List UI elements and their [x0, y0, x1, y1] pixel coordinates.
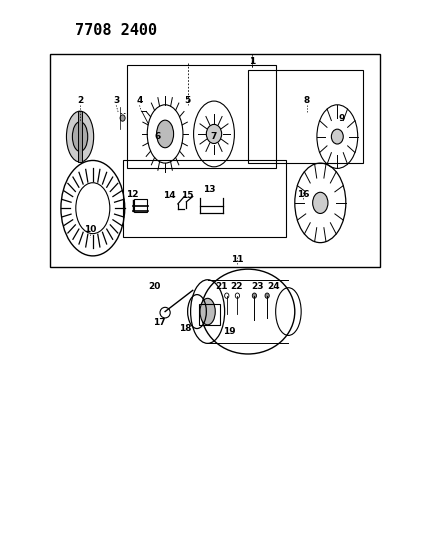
Circle shape: [120, 115, 125, 121]
Text: 4: 4: [137, 96, 143, 105]
Text: 5: 5: [184, 96, 191, 105]
Text: 3: 3: [113, 96, 119, 105]
Ellipse shape: [200, 298, 215, 325]
Text: 9: 9: [339, 114, 345, 123]
Ellipse shape: [72, 122, 88, 151]
Text: 17: 17: [153, 318, 166, 327]
Circle shape: [265, 293, 269, 298]
Bar: [248, 70, 363, 163]
Text: 21: 21: [215, 282, 228, 291]
Text: 12: 12: [126, 190, 139, 198]
Text: 20: 20: [148, 282, 160, 291]
Text: 19: 19: [223, 327, 235, 336]
Text: 16: 16: [297, 190, 309, 198]
Text: 11: 11: [231, 255, 244, 264]
Text: 14: 14: [163, 191, 175, 199]
Text: 8: 8: [303, 96, 310, 105]
Bar: [127, 65, 276, 168]
Ellipse shape: [312, 192, 328, 214]
Text: 6: 6: [155, 132, 161, 141]
Text: 22: 22: [230, 282, 243, 291]
Text: 24: 24: [267, 282, 280, 291]
Text: 7: 7: [211, 132, 217, 141]
Ellipse shape: [157, 120, 174, 148]
Bar: [78, 111, 82, 162]
Bar: [134, 199, 147, 212]
Bar: [50, 54, 380, 266]
Text: 10: 10: [83, 224, 96, 233]
Text: 7708 2400: 7708 2400: [75, 22, 157, 38]
Text: 18: 18: [179, 324, 191, 333]
Ellipse shape: [66, 111, 94, 162]
Text: 1: 1: [249, 57, 256, 66]
Text: 15: 15: [181, 191, 193, 199]
Text: 13: 13: [202, 185, 215, 194]
Text: 2: 2: [77, 96, 83, 105]
Ellipse shape: [206, 124, 222, 143]
Circle shape: [252, 293, 256, 298]
Ellipse shape: [331, 129, 343, 144]
Bar: [122, 160, 286, 237]
Text: 23: 23: [252, 282, 264, 291]
Bar: [199, 304, 220, 325]
